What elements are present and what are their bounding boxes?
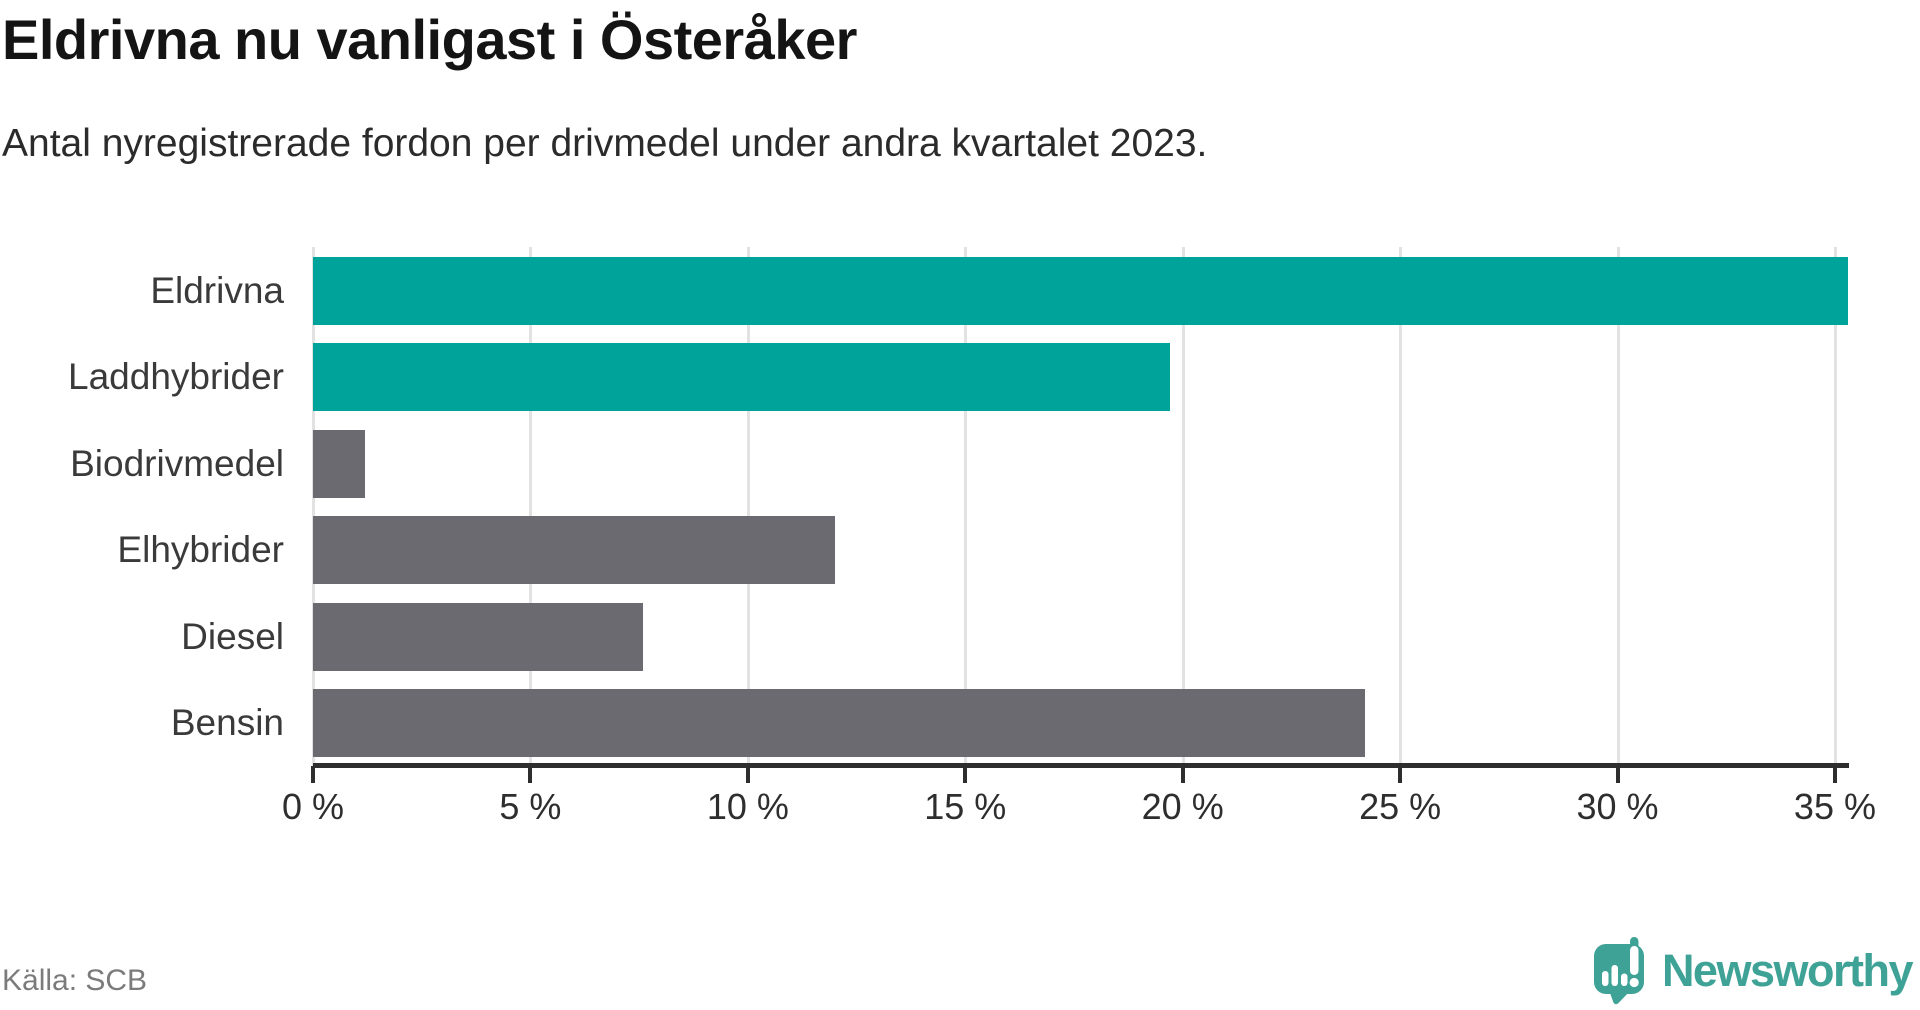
x-axis-tick	[963, 766, 968, 783]
gridline	[964, 247, 968, 766]
bar-elhybrider	[313, 516, 835, 584]
x-axis-line	[313, 763, 1849, 768]
bar-laddhybrider	[313, 343, 1170, 411]
category-label: Diesel	[181, 615, 284, 657]
category-label: Eldrivna	[150, 269, 284, 311]
x-tick-label: 35 %	[1793, 786, 1876, 827]
x-tick-label: 15 %	[924, 786, 1007, 827]
gridline	[746, 247, 750, 766]
chart-subtitle: Antal nyregistrerade fordon per drivmede…	[2, 122, 1208, 165]
category-label: Biodrivmedel	[70, 442, 284, 484]
x-axis-tick	[1180, 766, 1185, 783]
newsworthy-speech-bubble-barchart-icon	[1593, 937, 1644, 1005]
gridline	[1399, 247, 1403, 766]
x-axis-tick	[528, 766, 533, 783]
category-label: Bensin	[170, 702, 284, 743]
gridline	[1833, 247, 1837, 766]
gridline	[312, 247, 315, 766]
chart-title: Eldrivna nu vanligast i Österåker	[2, 8, 857, 71]
x-axis-tick	[1398, 766, 1403, 783]
x-axis-tick	[1832, 766, 1837, 783]
gridline	[1181, 247, 1185, 766]
bar-biodrivmedel	[313, 429, 366, 498]
category-label: Elhybrider	[117, 529, 284, 570]
newsworthy-wordmark: Newsworthy	[1661, 945, 1914, 996]
x-axis-tick	[311, 766, 315, 783]
gridline	[1616, 247, 1620, 766]
bar-bensin	[313, 689, 1366, 757]
plot-area	[312, 247, 1848, 766]
bar-diesel	[313, 602, 644, 671]
source-note: Källa: SCB	[2, 964, 148, 997]
bar-eldrivna	[313, 256, 1848, 325]
x-tick-label: 25 %	[1359, 786, 1442, 827]
x-tick-label: 20 %	[1141, 786, 1224, 827]
x-tick-label: 10 %	[706, 786, 789, 827]
x-axis-tick	[745, 766, 750, 783]
category-label: Laddhybrider	[68, 356, 284, 397]
newsworthy-logo: Newsworthy	[1593, 936, 1914, 1006]
gridline	[529, 247, 533, 766]
x-tick-label: 30 %	[1576, 786, 1659, 827]
x-tick-label: 0 %	[281, 786, 345, 827]
x-tick-label: 5 %	[499, 786, 562, 827]
x-axis-tick	[1615, 766, 1620, 783]
